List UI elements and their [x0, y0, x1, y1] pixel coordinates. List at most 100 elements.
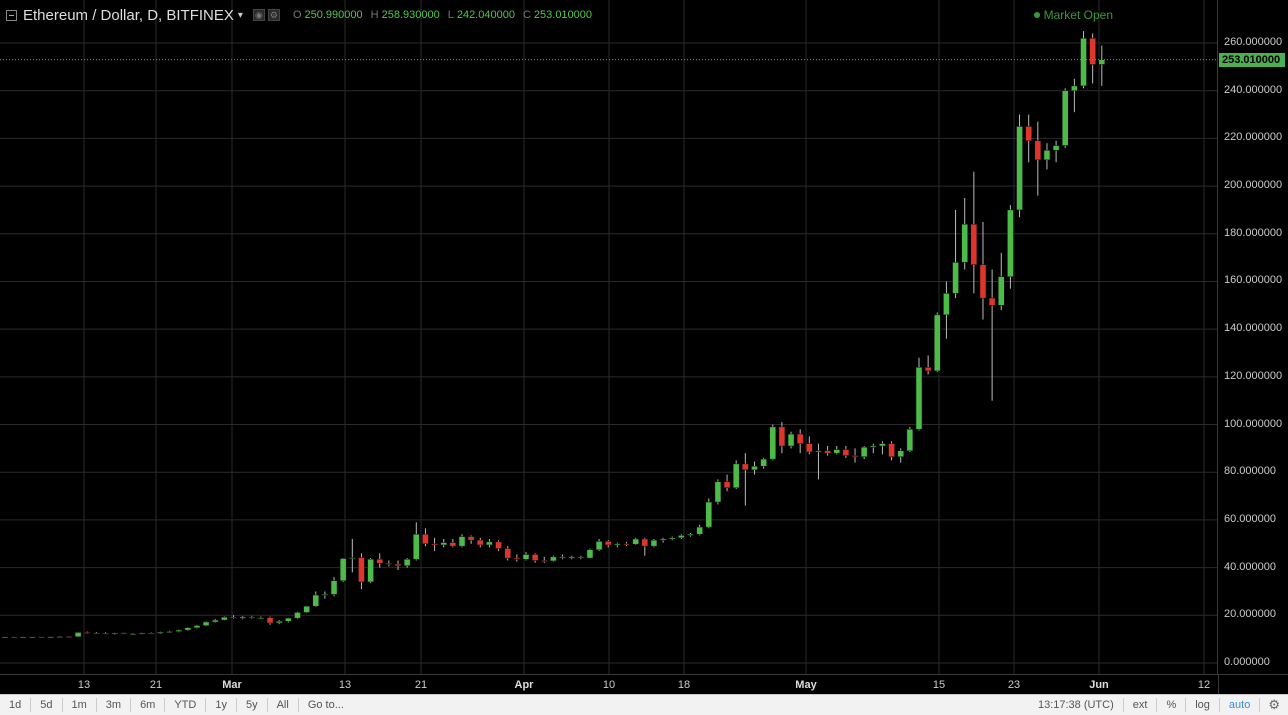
candle[interactable]	[376, 553, 383, 568]
candle[interactable]	[221, 616, 228, 621]
candle[interactable]	[422, 528, 429, 547]
candle[interactable]	[257, 616, 265, 620]
candle[interactable]	[129, 632, 137, 635]
candle[interactable]	[513, 554, 521, 562]
candle[interactable]	[943, 281, 950, 339]
candle[interactable]	[614, 542, 621, 548]
candle[interactable]	[385, 560, 393, 567]
candle[interactable]	[166, 630, 173, 633]
candle[interactable]	[467, 535, 475, 544]
candle[interactable]	[56, 636, 64, 638]
candle[interactable]	[1089, 33, 1096, 84]
candle[interactable]	[349, 539, 356, 573]
candle[interactable]	[586, 548, 594, 559]
ext-toggle[interactable]: ext	[1132, 699, 1148, 711]
candle[interactable]	[339, 558, 347, 582]
candle[interactable]	[723, 474, 731, 492]
candle[interactable]	[678, 534, 685, 539]
candle[interactable]	[431, 537, 438, 551]
candle[interactable]	[239, 616, 246, 620]
range-button-1y[interactable]: 1y	[215, 699, 227, 711]
candle[interactable]	[778, 422, 786, 454]
candle[interactable]	[988, 269, 996, 401]
candle[interactable]	[10, 636, 18, 639]
legend-collapse-icon[interactable]	[6, 9, 17, 21]
symbol-dropdown-icon[interactable]: ▾	[237, 9, 243, 21]
candle[interactable]	[906, 426, 914, 452]
candle[interactable]	[303, 605, 310, 613]
candle[interactable]	[541, 556, 548, 563]
candle[interactable]	[732, 460, 740, 489]
candle[interactable]	[358, 553, 365, 590]
candle[interactable]	[413, 522, 420, 561]
candle[interactable]	[1, 636, 9, 639]
candle[interactable]	[769, 424, 777, 461]
symbol-title[interactable]: Ethereum / Dollar, D, BITFINEX	[23, 6, 234, 24]
candle[interactable]	[522, 552, 530, 561]
candle[interactable]	[961, 198, 968, 270]
candle[interactable]	[275, 620, 283, 625]
candle[interactable]	[623, 541, 630, 547]
candle[interactable]	[595, 539, 603, 551]
candle[interactable]	[38, 636, 45, 639]
candle[interactable]	[1052, 140, 1060, 163]
candle[interactable]	[394, 560, 402, 570]
candle[interactable]	[696, 524, 703, 536]
candle[interactable]	[266, 616, 274, 625]
candle[interactable]	[20, 636, 27, 639]
candle[interactable]	[604, 540, 612, 548]
candle[interactable]	[486, 539, 493, 548]
candle[interactable]	[924, 355, 932, 375]
candle[interactable]	[312, 591, 320, 607]
candle[interactable]	[879, 441, 886, 455]
candle[interactable]	[1025, 114, 1032, 163]
candle[interactable]	[659, 537, 667, 543]
candle[interactable]	[147, 632, 155, 635]
time-axis[interactable]: 13 21 Mar 13 21 Apr 10 18 May 15 23 Jun 12	[0, 674, 1218, 694]
range-button-1m[interactable]: 1m	[71, 699, 87, 711]
price-axis[interactable]: 260.000000 240.000000 220.000000 200.000000…	[1218, 0, 1288, 674]
candle[interactable]	[1061, 88, 1069, 148]
eye-icon[interactable]: ◉	[252, 9, 265, 21]
auto-toggle[interactable]: auto	[1228, 699, 1251, 711]
candle[interactable]	[248, 615, 256, 619]
goto-button[interactable]: Go to...	[307, 699, 344, 711]
candle[interactable]	[1043, 143, 1051, 170]
candle[interactable]	[321, 591, 329, 599]
candle[interactable]	[111, 632, 118, 635]
candle[interactable]	[477, 537, 484, 548]
range-button-5d[interactable]: 5d	[40, 699, 53, 711]
candle[interactable]	[687, 533, 694, 537]
gear-icon[interactable]: ⚙	[1268, 697, 1280, 712]
candle[interactable]	[1034, 121, 1042, 196]
candle[interactable]	[120, 632, 128, 635]
candle[interactable]	[531, 553, 539, 563]
log-toggle[interactable]: log	[1195, 699, 1210, 711]
candle[interactable]	[495, 540, 502, 551]
candle[interactable]	[330, 577, 338, 597]
range-button-5y[interactable]: 5y	[245, 699, 258, 711]
percent-toggle[interactable]: %	[1166, 699, 1177, 711]
candle[interactable]	[870, 443, 877, 454]
candle[interactable]	[979, 221, 987, 320]
candle[interactable]	[458, 534, 466, 548]
candle[interactable]	[705, 498, 713, 529]
settings-icon[interactable]: ⚙	[267, 9, 280, 21]
candle[interactable]	[632, 537, 639, 545]
candle[interactable]	[1098, 45, 1106, 86]
candle[interactable]	[815, 443, 822, 480]
chart-pane[interactable]: Ethereum / Dollar, D, BITFINEX ▾ ◉ ⚙ O 25…	[0, 0, 1218, 674]
candle[interactable]	[998, 252, 1005, 311]
candle[interactable]	[787, 431, 795, 449]
candle[interactable]	[1071, 78, 1078, 113]
candle[interactable]	[897, 448, 904, 463]
candle[interactable]	[211, 618, 219, 623]
range-button-3m[interactable]: 3m	[105, 699, 122, 711]
candle[interactable]	[860, 446, 868, 460]
candle[interactable]	[888, 441, 895, 461]
candle[interactable]	[550, 555, 557, 562]
range-button-all[interactable]: All	[276, 699, 289, 711]
candle[interactable]	[824, 446, 831, 456]
candle[interactable]	[742, 453, 749, 506]
candle[interactable]	[29, 636, 36, 639]
